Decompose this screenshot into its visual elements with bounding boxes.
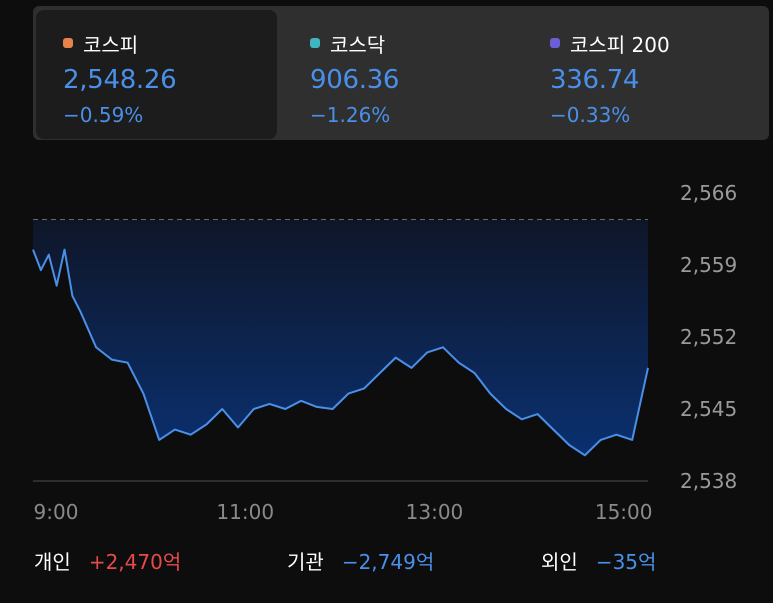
investor-label: 외인 xyxy=(541,550,578,574)
x-tick-label: 15:00 xyxy=(595,500,653,524)
index-change: −1.26% xyxy=(310,103,391,127)
investor-value: −35억 xyxy=(595,550,657,574)
series-line xyxy=(32,248,649,457)
investor-foreign: 외인 −35억 xyxy=(541,546,656,575)
investor-summary: 개인 +2,470억 기관 −2,749억 외인 −35억 xyxy=(0,538,773,578)
index-value: 336.74 xyxy=(550,65,640,95)
investor-value: −2,749억 xyxy=(341,550,435,574)
y-tick-label: 2,552 xyxy=(680,325,737,349)
index-value: 906.36 xyxy=(310,65,400,95)
tab-name: 코스닥 xyxy=(330,32,386,57)
y-tick-label: 2,566 xyxy=(680,181,737,205)
kosdaq-dot-icon xyxy=(310,38,320,48)
tab-name: 코스피 xyxy=(83,32,139,57)
tab-name: 코스피 200 xyxy=(570,32,670,57)
intraday-chart: 2,566 2,559 2,552 2,545 2,538 9:00 11:00 13:00 1… xyxy=(0,145,773,530)
investor-label: 개인 xyxy=(34,550,71,574)
tab-kospi200[interactable]: 코스피 200 336.74 −0.33% xyxy=(523,10,764,139)
chart-svg: 2,566 2,559 2,552 2,545 2,538 9:00 11:00 13:00 1… xyxy=(32,181,737,524)
kospi200-dot-icon xyxy=(550,38,560,48)
index-tabs: 코스피 2,548.26 −0.59% 코스닥 906.36 −1.26% 코스… xyxy=(33,6,769,140)
investor-label: 기관 xyxy=(287,550,324,574)
kospi-dot-icon xyxy=(63,38,73,48)
x-tick-label: 13:00 xyxy=(406,500,464,524)
y-tick-label: 2,559 xyxy=(680,253,737,277)
index-value: 2,548.26 xyxy=(63,65,177,95)
y-tick-label: 2,545 xyxy=(680,397,737,421)
series-area xyxy=(33,219,648,456)
investor-value: +2,470억 xyxy=(88,550,182,574)
index-change: −0.33% xyxy=(550,103,631,127)
investor-institution: 기관 −2,749억 xyxy=(287,546,434,575)
investor-individual: 개인 +2,470억 xyxy=(34,546,181,575)
tab-kosdaq[interactable]: 코스닥 906.36 −1.26% xyxy=(283,10,524,139)
y-tick-label: 2,538 xyxy=(680,469,737,493)
x-tick-label: 11:00 xyxy=(216,500,274,524)
index-change: −0.59% xyxy=(63,103,144,127)
tab-kospi[interactable]: 코스피 2,548.26 −0.59% xyxy=(36,10,277,139)
x-tick-label: 9:00 xyxy=(34,500,79,524)
